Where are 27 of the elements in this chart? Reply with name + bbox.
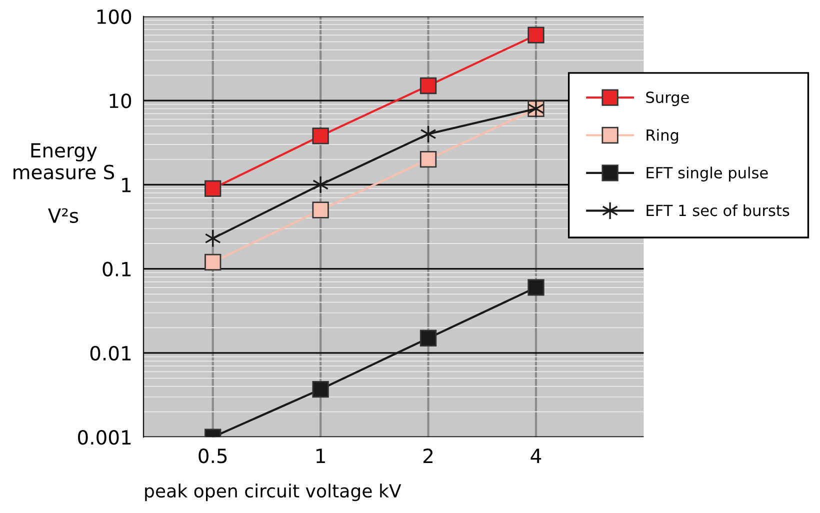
point	[204, 254, 222, 270]
legend-label: EFT single pulse	[646, 166, 768, 182]
point	[420, 151, 437, 168]
y-tick-label: 0.001	[78, 430, 131, 445]
y-tick-label: 10	[110, 94, 132, 108]
point	[312, 176, 329, 194]
x-tick-label: 1	[316, 448, 325, 463]
point	[204, 180, 222, 197]
y-tick-label: 1	[122, 178, 131, 192]
point	[312, 380, 329, 398]
y-tick-label: 0.01	[90, 346, 131, 361]
x-tick-label: 2	[424, 448, 433, 463]
point	[528, 26, 544, 44]
legend-label: EFT 1 sec of bursts	[646, 204, 790, 216]
y-tick-label: 100	[97, 9, 132, 24]
x-axis-title: peak open circuit voltage kV	[145, 484, 402, 502]
legend-label: Surge	[646, 92, 689, 106]
point	[420, 330, 437, 346]
point	[312, 202, 329, 218]
text: Energy measure S V²s	[14, 143, 114, 223]
y-tick-label: 0.1	[102, 262, 131, 276]
legend-label: Ring	[646, 128, 678, 144]
x-tick-label: 4	[530, 448, 542, 463]
x-tick-label: 0.5	[198, 448, 227, 464]
point	[528, 279, 544, 296]
point	[420, 77, 437, 94]
point	[312, 128, 329, 144]
